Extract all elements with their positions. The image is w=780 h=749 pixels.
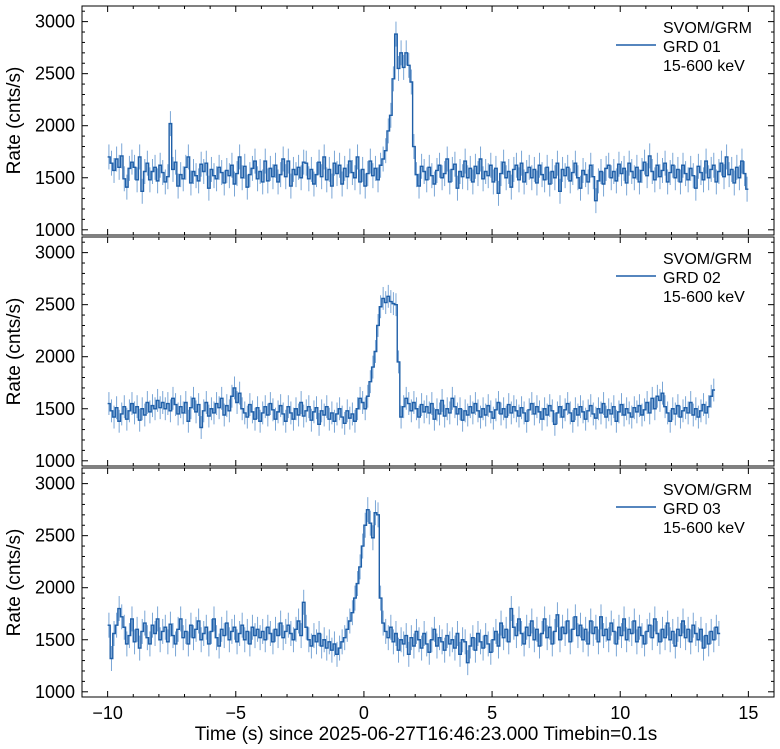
x-tick-label: −10	[92, 703, 123, 723]
panel-1: 1000 1500 2000 2500 3000 Rate (cnts/s) SVOM/GR…	[4, 5, 775, 240]
y-tick-label: 3000	[35, 12, 75, 32]
y-tick-label: 1500	[35, 168, 75, 188]
y-tick-label: 1500	[35, 630, 75, 650]
legend-text: 15-600 keV	[663, 520, 745, 537]
y-tick-label: 3000	[35, 474, 75, 494]
series-line	[107, 508, 721, 664]
y-tick-label: 1000	[35, 220, 75, 240]
legend-text: GRD 02	[663, 270, 721, 287]
errorbars	[108, 21, 748, 214]
legend-text: SVOM/GRM	[663, 251, 752, 268]
series-line	[107, 295, 716, 429]
y-tick-label: 2500	[35, 295, 75, 315]
x-tick-label: 10	[610, 703, 630, 723]
y-tick-label: 2000	[35, 347, 75, 367]
legend-text: SVOM/GRM	[663, 20, 752, 37]
y-tick-label: 2500	[35, 526, 75, 546]
errorbars	[108, 497, 720, 676]
legend-text: GRD 01	[663, 39, 721, 56]
x-axis-label: Time (s) since 2025-06-27T16:46:23.000 T…	[195, 724, 657, 745]
legend-text: 15-600 keV	[663, 289, 745, 306]
legend: SVOM/GRM GRD 01 15-600 keV	[616, 20, 752, 75]
y-axis-label: Rate (cnts/s)	[4, 298, 25, 406]
x-tick-label: 0	[359, 703, 369, 723]
y-tick-label: 2000	[35, 578, 75, 598]
y-tick-label: 2500	[35, 64, 75, 84]
axes-frame	[81, 467, 775, 698]
x-tick-label: −5	[226, 703, 247, 723]
legend-text: GRD 03	[663, 501, 721, 518]
axes-frame	[81, 5, 775, 236]
y-tick-label: 1500	[35, 399, 75, 419]
y-axis-label: Rate (cnts/s)	[4, 67, 25, 175]
series-line	[107, 33, 749, 202]
x-tick-label: 15	[738, 703, 758, 723]
y-axis-label: Rate (cnts/s)	[4, 529, 25, 637]
axes-frame	[81, 236, 775, 467]
x-tick-label: 5	[487, 703, 497, 723]
legend-text: 15-600 keV	[663, 58, 745, 75]
panel-2: 1000 1500 2000 2500 3000 Rate (cnts/s) SVOM/GR…	[4, 236, 775, 471]
legend: SVOM/GRM GRD 03 15-600 keV	[616, 482, 752, 537]
legend: SVOM/GRM GRD 02 15-600 keV	[616, 251, 752, 306]
y-tick-label: 2000	[35, 116, 75, 136]
y-tick-label: 1000	[35, 682, 75, 702]
y-tick-label: 1000	[35, 451, 75, 471]
panel-3: 1000 1500 2000 2500 3000 Rate (cnts/s) SVOM/GR…	[4, 467, 775, 702]
y-tick-label: 3000	[35, 243, 75, 263]
legend-text: SVOM/GRM	[663, 482, 752, 499]
